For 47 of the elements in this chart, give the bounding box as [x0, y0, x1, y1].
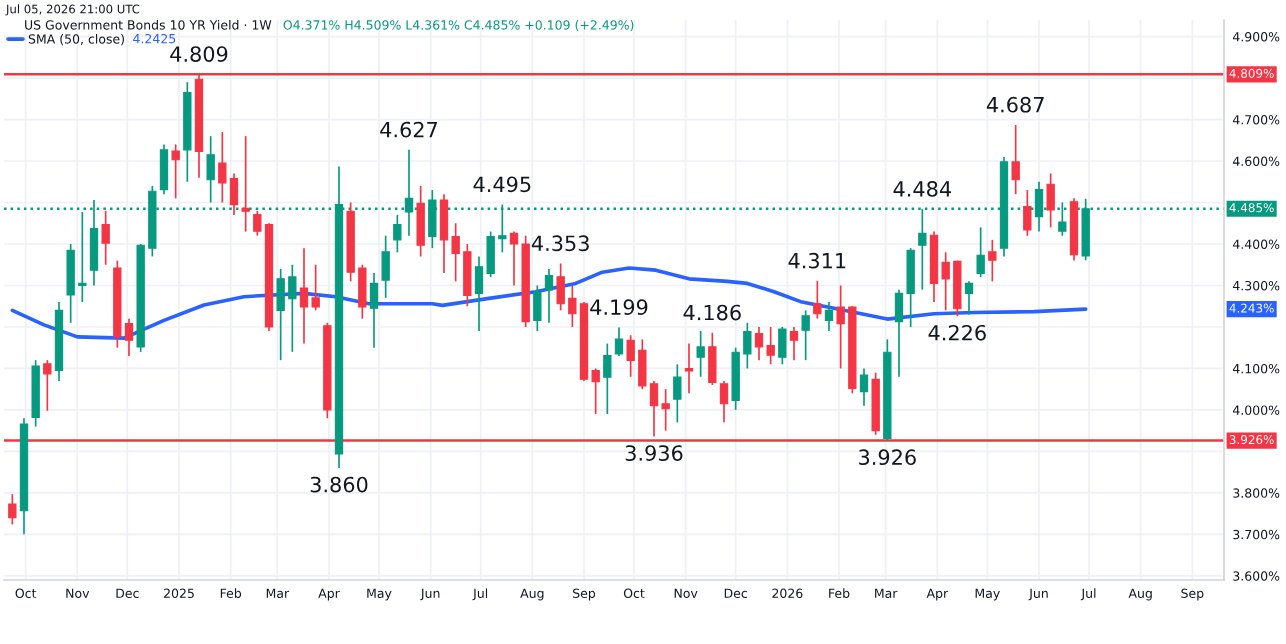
candlestick [813, 280, 822, 320]
annotation: 4.687 [986, 96, 1044, 113]
candlestick [101, 209, 110, 266]
candlestick [696, 330, 705, 378]
candlestick [8, 493, 17, 526]
line-series [10, 266, 1088, 340]
candlestick [603, 342, 612, 415]
candlestick [964, 280, 974, 316]
candlestick [1011, 124, 1020, 196]
annotation: 4.353 [531, 235, 589, 252]
annotation: 4.495 [473, 176, 531, 193]
candlestick [614, 326, 624, 357]
candlestick [533, 284, 542, 332]
candlestick [824, 301, 834, 332]
candlestick [416, 185, 425, 258]
candlestick [428, 189, 437, 249]
candlestick [673, 363, 682, 424]
annotation: 3.936 [625, 445, 683, 461]
candlestick [381, 234, 390, 299]
candlestick [708, 331, 717, 386]
candlestick [159, 143, 169, 196]
annotation: 3.926 [859, 449, 916, 466]
candlestick [393, 214, 402, 254]
annotation: 4.627 [380, 121, 438, 138]
candlestick [988, 239, 997, 283]
candlestick [789, 326, 799, 361]
candlestick [369, 272, 379, 349]
annotation: 3.860 [310, 476, 368, 493]
candlestick [171, 143, 180, 200]
candlestick [976, 226, 985, 279]
annotation: 4.484 [893, 181, 951, 197]
annotation: 4.226 [928, 324, 986, 341]
annotation: 4.809 [170, 46, 228, 62]
candlestick [719, 380, 729, 424]
annotation: 4.199 [590, 299, 648, 316]
candlestick [544, 268, 554, 324]
candlestick [684, 342, 694, 395]
candlestick [778, 326, 787, 366]
annotation: 4.311 [788, 252, 846, 269]
candlestick [241, 135, 250, 233]
candlestick [801, 309, 810, 361]
candlestick [859, 367, 869, 407]
candlestick [43, 359, 52, 412]
candlestick [1046, 172, 1055, 229]
candlestick [206, 135, 215, 204]
candlestick [1023, 189, 1032, 237]
annotation: 4.186 [683, 304, 741, 321]
